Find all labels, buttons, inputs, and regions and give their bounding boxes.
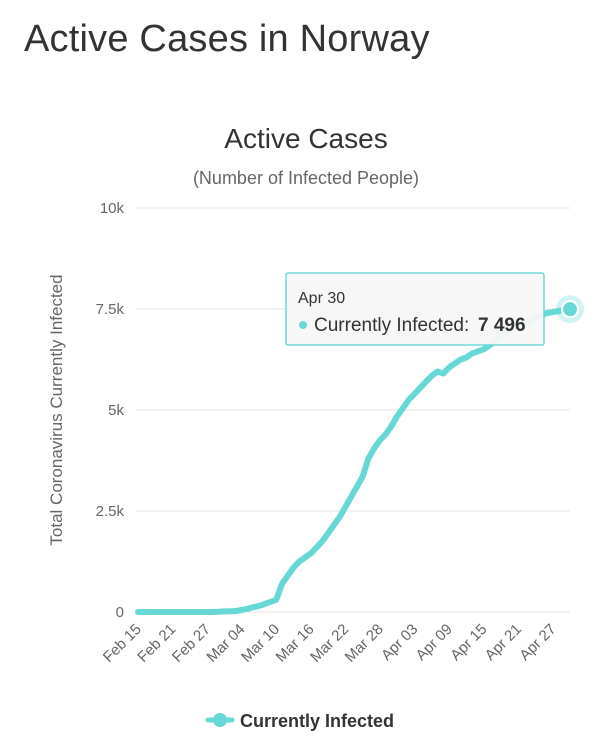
chart-title: Active Cases bbox=[224, 123, 387, 154]
gridlines bbox=[136, 207, 570, 613]
tooltip-date: Apr 30 bbox=[298, 290, 345, 307]
x-tick-label: Apr 03 bbox=[378, 621, 421, 664]
tooltip-series-label: Currently Infected: bbox=[314, 315, 469, 336]
data-point[interactable] bbox=[561, 300, 579, 319]
x-tick-label: Mar 28 bbox=[342, 621, 387, 666]
tooltip-series-marker bbox=[299, 321, 307, 329]
y-tick-label: 10k bbox=[100, 200, 125, 217]
legend-label: Currently Infected bbox=[240, 711, 394, 731]
legend-marker bbox=[213, 713, 227, 727]
y-tick-label: 7.5k bbox=[96, 301, 125, 318]
tooltip-box bbox=[285, 272, 545, 346]
x-tick-label: Apr 21 bbox=[482, 621, 525, 664]
x-tick-label: Apr 27 bbox=[516, 621, 559, 664]
x-tick-label: Feb 27 bbox=[169, 621, 214, 666]
series-line[interactable] bbox=[135, 306, 573, 615]
x-tick-label: Apr 15 bbox=[447, 621, 490, 664]
legend[interactable]: Currently Infected bbox=[205, 711, 394, 731]
x-tick-label: Mar 22 bbox=[307, 621, 352, 666]
x-tick-label: Mar 16 bbox=[273, 621, 318, 666]
y-tick-label: 2.5k bbox=[96, 503, 125, 520]
tooltip-value: 7 496 bbox=[478, 315, 526, 336]
tooltip: Apr 30 Currently Infected: 7 496 bbox=[285, 272, 545, 346]
x-tick-label: Apr 09 bbox=[413, 621, 456, 664]
x-tick-label: Feb 15 bbox=[100, 621, 145, 666]
y-tick-label: 0 bbox=[116, 604, 124, 621]
chart-subtitle: (Number of Infected People) bbox=[193, 168, 419, 188]
x-tick-label: Mar 04 bbox=[203, 621, 248, 666]
y-axis-label: Total Coronavirus Currently Infected bbox=[47, 274, 66, 545]
page-title: Active Cases in Norway bbox=[24, 18, 430, 60]
y-tick-label: 5k bbox=[108, 402, 124, 419]
x-tick-label: Feb 21 bbox=[134, 621, 179, 666]
x-tick-label: Mar 10 bbox=[238, 621, 283, 666]
y-axis-ticks: 0 2.5k 5k 7.5k 10k bbox=[96, 200, 125, 621]
